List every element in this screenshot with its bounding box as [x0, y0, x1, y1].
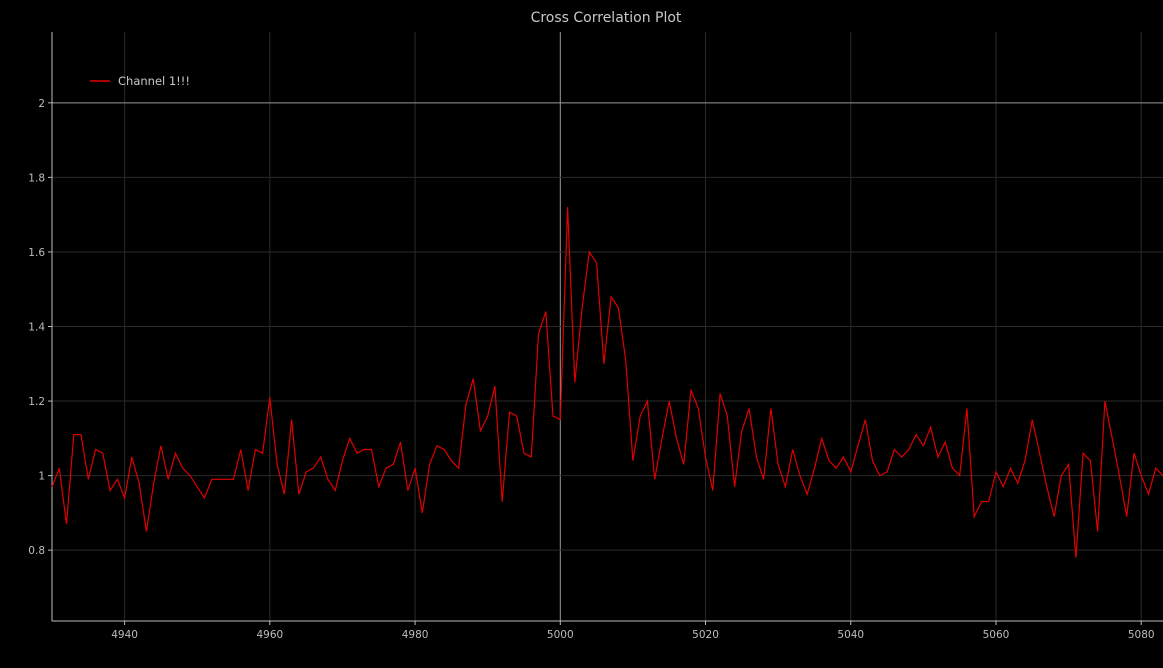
legend[interactable]: Channel 1!!! [90, 74, 190, 88]
y-tick-label: 1.8 [28, 172, 45, 184]
legend-label-channel-1: Channel 1!!! [118, 74, 190, 88]
y-tick-label: 1.6 [28, 247, 45, 259]
x-tick-label: 5020 [692, 629, 719, 641]
y-tick-label: 0.8 [28, 545, 45, 557]
x-tick-label: 4960 [256, 629, 283, 641]
x-tick-label: 5000 [547, 629, 574, 641]
x-tick-label: 5060 [983, 629, 1010, 641]
x-tick-label: 5040 [837, 629, 864, 641]
axes-layer: 4940 4960 4980 5000 5020 5040 5060 5080 0.8 1 1.2 1… [28, 32, 1163, 641]
series-layer [51, 207, 1163, 558]
y-tick-label: 1.2 [28, 396, 45, 408]
x-tick-label: 4940 [111, 629, 138, 641]
chart-title: Cross Correlation Plot [531, 10, 682, 26]
y-tick-label: 2 [38, 98, 45, 110]
grid-layer [52, 32, 1163, 621]
x-tick-label: 5080 [1128, 629, 1155, 641]
x-tick-label: 4980 [402, 629, 429, 641]
y-tick-label: 1 [38, 471, 45, 483]
y-tick-label: 1.4 [28, 322, 45, 334]
series-line-channel-1 [51, 207, 1163, 558]
